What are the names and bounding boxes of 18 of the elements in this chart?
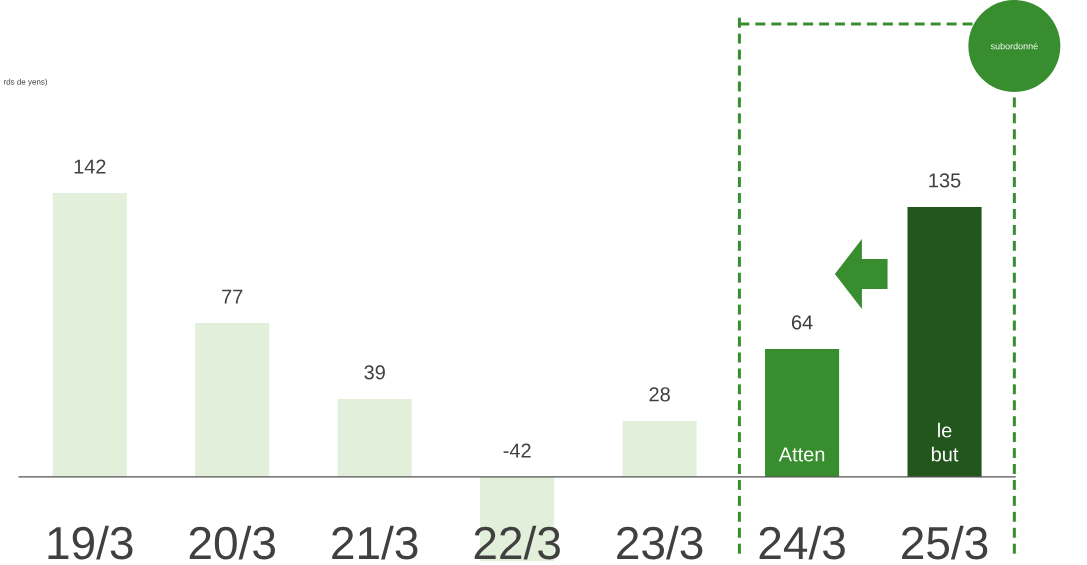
data-label: 77 xyxy=(222,289,243,304)
x-tick-label: 23/3 xyxy=(617,525,703,560)
x-tick-label: 24/3 xyxy=(759,525,845,560)
x-tick-label: 20/3 xyxy=(189,525,275,560)
annotation: Atten xyxy=(778,447,825,462)
x-tick-label: 19/3 xyxy=(48,525,133,560)
data-label: 39 xyxy=(364,365,385,380)
data-label: 64 xyxy=(791,315,813,330)
text: subordonné xyxy=(990,42,1038,50)
data-label: 142 xyxy=(74,159,106,174)
x-tick-label: 25/3 xyxy=(902,525,988,560)
data-label: -42 xyxy=(503,443,531,458)
data-label: 135 xyxy=(929,173,961,188)
text: rds de yens) xyxy=(4,78,48,87)
x-tick-label: 22/3 xyxy=(474,525,560,560)
data-label: 28 xyxy=(649,387,670,402)
x-tick-label: 21/3 xyxy=(332,525,418,560)
annotation: le but xyxy=(931,422,959,462)
